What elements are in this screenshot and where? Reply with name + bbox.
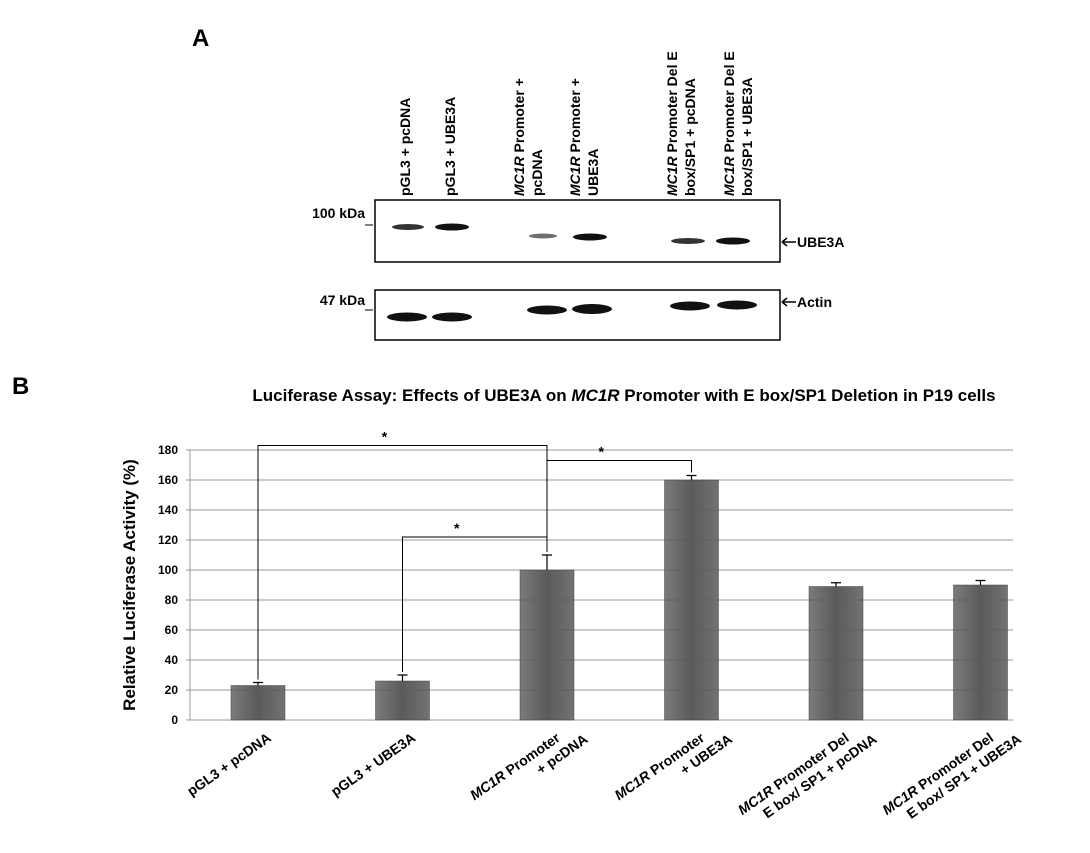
text-segment: MC1R: [571, 386, 620, 405]
x-tick-label: pGL3 + pcDNA: [184, 729, 274, 799]
text-segment: Promoter with E box/SP1 Deletion in P19 …: [620, 386, 996, 405]
y-tick-label: 20: [165, 683, 179, 697]
x-tick-line: pGL3 + UBE3A: [328, 729, 418, 799]
bar: [665, 480, 719, 720]
x-tick-label: MC1R Promoter+ UBE3A: [611, 717, 735, 817]
y-tick-label: 140: [158, 503, 178, 517]
band: [529, 234, 557, 239]
significance-label: *: [599, 444, 605, 460]
panel-label: B: [12, 373, 29, 400]
text-segment: MC1R: [664, 155, 680, 196]
text-segment: pGL3 + UBE3A: [442, 97, 458, 196]
band-label: Actin: [797, 294, 832, 310]
bar: [954, 585, 1008, 720]
lane-label: MC1R Promoter +: [511, 78, 527, 196]
x-tick-line: pGL3 + pcDNA: [184, 729, 274, 799]
significance-label: *: [382, 429, 388, 445]
text-segment: pGL3 + pcDNA: [397, 98, 413, 196]
text-segment: Promoter Del E: [664, 51, 680, 156]
band: [716, 238, 750, 245]
error-bar: [398, 675, 408, 681]
text-segment: Promoter Del E: [721, 51, 737, 156]
y-tick-label: 0: [171, 713, 178, 727]
band: [527, 306, 567, 315]
marker-label: 47 kDa: [320, 292, 365, 308]
error-bar: [831, 583, 841, 587]
lane-label: pGL3 + UBE3A: [442, 97, 458, 196]
text-segment: MC1R: [567, 155, 583, 196]
band: [387, 313, 427, 322]
chart-title: Luciferase Assay: Effects of UBE3A on MC…: [252, 386, 995, 405]
lane-label: pGL3 + pcDNA: [397, 98, 413, 196]
lane-label: box/SP1 + UBE3A: [739, 77, 755, 196]
band: [671, 238, 705, 244]
band: [670, 302, 710, 311]
y-tick-label: 40: [165, 653, 179, 667]
text-segment: pcDNA: [529, 149, 545, 196]
bar: [231, 686, 285, 721]
text-segment: Promoter +: [511, 78, 527, 156]
lane-label: MC1R Promoter Del E: [721, 51, 737, 196]
text-segment: box/SP1 + pcDNA: [682, 78, 698, 196]
y-tick-label: 120: [158, 533, 178, 547]
y-axis-title: Relative Luciferase Activity (%): [120, 459, 139, 711]
band-label: UBE3A: [797, 234, 844, 250]
text-segment: box/SP1 + UBE3A: [739, 77, 755, 196]
marker-label: 100 kDa: [312, 205, 365, 221]
figure: A 100 kDa 47 kDa UBE3A Actin B Relative …: [0, 0, 1090, 853]
y-tick-label: 80: [165, 593, 179, 607]
bar: [376, 681, 430, 720]
text-segment: MC1R: [511, 155, 527, 196]
significance-label: *: [454, 520, 460, 536]
y-tick-label: 180: [158, 443, 178, 457]
band: [572, 304, 612, 314]
band: [432, 313, 472, 322]
band-arrow: [782, 238, 796, 306]
text-segment: pGL3 + UBE3A: [328, 729, 418, 799]
lane-label: MC1R Promoter +: [567, 78, 583, 196]
y-tick-label: 160: [158, 473, 178, 487]
text-segment: MC1R: [721, 155, 737, 196]
bar: [520, 570, 574, 720]
text-segment: Luciferase Assay: Effects of UBE3A on: [252, 386, 571, 405]
band: [392, 224, 424, 230]
band: [717, 301, 757, 310]
band: [573, 234, 607, 241]
lane-label: pcDNA: [529, 149, 545, 196]
text-segment: UBE3A: [585, 149, 601, 196]
lane-label: MC1R Promoter Del E: [664, 51, 680, 196]
error-bar: [687, 476, 697, 481]
text-segment: pGL3 + pcDNA: [184, 729, 274, 799]
y-tick-label: 100: [158, 563, 178, 577]
bar: [809, 587, 863, 721]
lane-label: box/SP1 + pcDNA: [682, 78, 698, 196]
panel-label: A: [192, 25, 209, 52]
y-tick-label: 60: [165, 623, 179, 637]
error-bar: [253, 683, 263, 686]
band: [435, 224, 469, 231]
x-tick-label: MC1R Promoter+ pcDNA: [467, 717, 591, 817]
error-bar: [976, 581, 986, 586]
error-bar: [542, 555, 552, 570]
x-tick-label: pGL3 + UBE3A: [328, 729, 418, 799]
lane-label: UBE3A: [585, 149, 601, 196]
blot-frame: [375, 200, 780, 262]
text-segment: Promoter +: [567, 78, 583, 156]
